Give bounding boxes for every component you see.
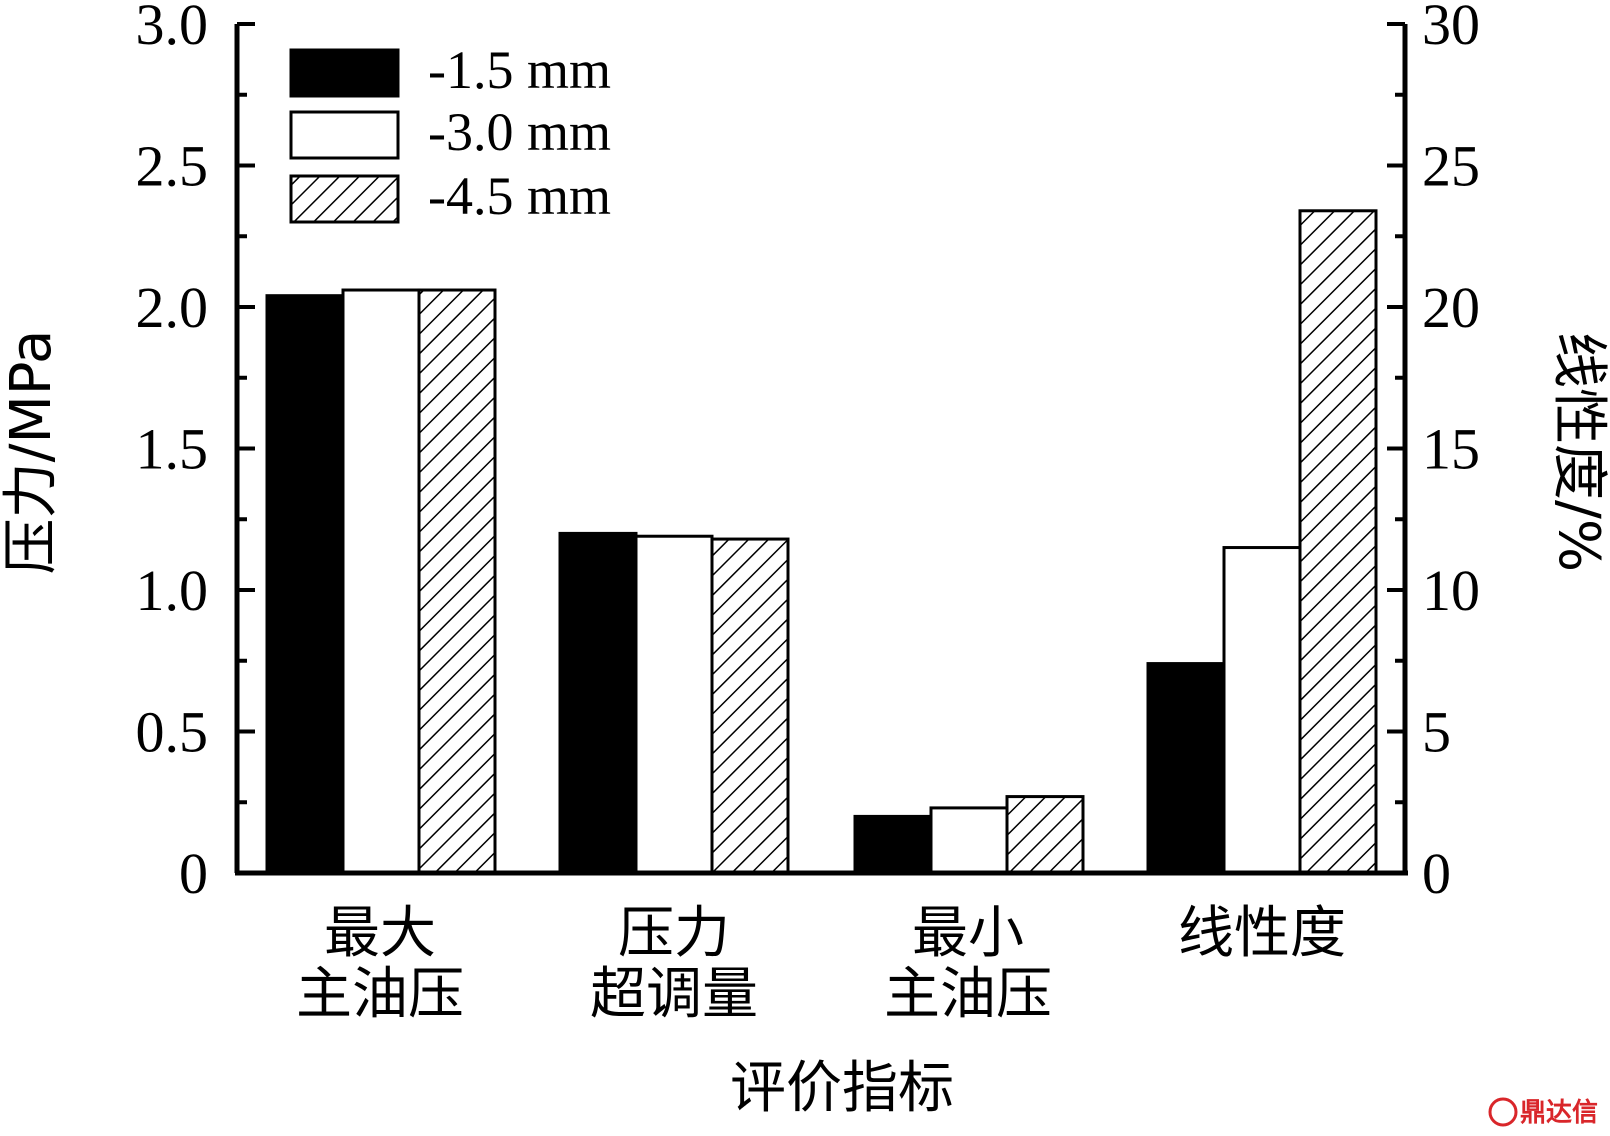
watermark-logo-icon bbox=[1488, 1097, 1518, 1127]
y-right-tick-label: 25 bbox=[1422, 134, 1480, 199]
y-left-tick-label: 2.5 bbox=[136, 134, 209, 199]
y-left-tick-label: 1.0 bbox=[136, 558, 209, 623]
y-right-tick-label: 10 bbox=[1422, 558, 1480, 623]
legend-swatch-2 bbox=[289, 110, 400, 160]
category-label-line1: 压力 bbox=[618, 901, 730, 966]
bar-2-series-1 bbox=[558, 531, 638, 875]
bars-group bbox=[265, 209, 1378, 875]
y-right-tick-label: 0 bbox=[1422, 841, 1451, 906]
bar-2-series-2 bbox=[634, 534, 714, 875]
bar-1-series-2 bbox=[341, 288, 421, 875]
bar-4-series-1 bbox=[1146, 662, 1226, 875]
watermark: 鼎达信 bbox=[1488, 1097, 1598, 1128]
y-axis-left-title: 压力/MPa bbox=[0, 330, 64, 575]
bar-1-series-1 bbox=[265, 294, 345, 875]
category-label-line2: 超调量 bbox=[590, 962, 758, 1027]
y-left-tick-label: 1.5 bbox=[136, 417, 209, 482]
y-right-tick-label: 15 bbox=[1422, 417, 1480, 482]
y-left-tick-label: 0.5 bbox=[136, 700, 209, 765]
tick-labels-group: 0 0.5 1.0 1.5 2.0 2.5 3.0 0 5 10 15 20 25 30 bbox=[136, 0, 1481, 906]
bar-2-series-3 bbox=[710, 537, 790, 875]
bar-4-series-3 bbox=[1298, 209, 1378, 875]
y-axis-right-title: 线性度/% bbox=[1546, 332, 1610, 572]
bar-3-series-2 bbox=[929, 806, 1009, 875]
y-right-tick-label: 20 bbox=[1422, 275, 1480, 340]
category-label-line1: 最大 bbox=[324, 901, 436, 966]
category-label-line2: 主油压 bbox=[884, 962, 1052, 1027]
y-left-tick-label: 0 bbox=[179, 841, 208, 906]
x-axis-title: 评价指标 bbox=[730, 1056, 954, 1121]
legend-swatch-1 bbox=[289, 48, 400, 98]
bar-1-series-3 bbox=[417, 288, 497, 875]
legend-label-3: -4.5 mm bbox=[428, 166, 611, 226]
legend-swatch-3 bbox=[289, 174, 400, 224]
ticks-group bbox=[237, 22, 1405, 875]
legend-label-2: -3.0 mm bbox=[428, 102, 611, 162]
bar-4-series-2 bbox=[1222, 546, 1302, 875]
bar-3-series-1 bbox=[853, 814, 933, 875]
y-left-tick-label: 2.0 bbox=[136, 275, 209, 340]
bar-3-series-3 bbox=[1005, 795, 1085, 875]
legend-label-1: -1.5 mm bbox=[428, 40, 611, 100]
category-label-line1: 最小 bbox=[912, 901, 1024, 966]
category-label-line1: 线性度 bbox=[1178, 901, 1346, 966]
legend: -1.5 mm-3.0 mm-4.5 mm bbox=[289, 40, 611, 226]
y-left-tick-label: 3.0 bbox=[136, 0, 209, 57]
watermark-text: 鼎达信 bbox=[1520, 1098, 1598, 1128]
y-right-tick-label: 30 bbox=[1422, 0, 1480, 57]
category-label-line2: 主油压 bbox=[296, 962, 464, 1027]
y-right-tick-label: 5 bbox=[1422, 700, 1451, 765]
